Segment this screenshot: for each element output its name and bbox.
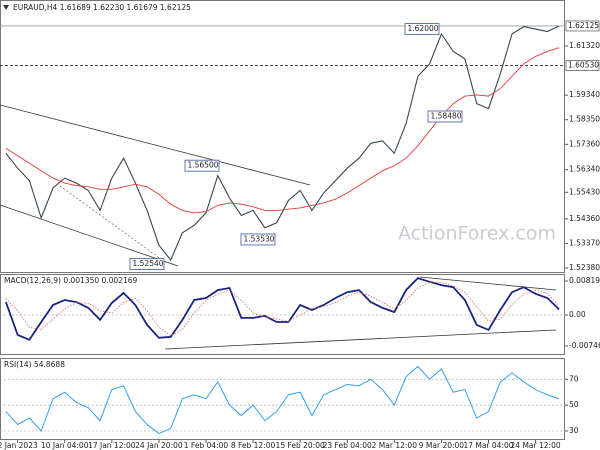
annotation-box — [427, 110, 463, 123]
x-tick-label: 10 Jan 04:00 — [41, 441, 89, 450]
annotation-label: 1.58480 — [431, 112, 462, 121]
x-tick-label: 2 Mar 12:00 — [372, 441, 418, 450]
y-tick-label: -0.007466 — [569, 341, 600, 350]
y-tick-label: 1.58350 — [569, 115, 600, 124]
annotation-box — [240, 233, 276, 246]
x-tick-label: 8 Feb 12:00 — [231, 441, 276, 450]
level-label: 1.60530 — [568, 61, 599, 70]
y-tick-label: 1.61320 — [569, 41, 600, 50]
x-tick-label: 17 Mar 04:00 — [463, 441, 513, 450]
level-box — [565, 60, 600, 71]
x-tick-label: 15 Feb 20:00 — [276, 441, 325, 450]
annotation-label: 1.53530 — [244, 234, 275, 243]
y-tick-label: 50 — [569, 400, 579, 409]
y-tick-label: 1.53370 — [569, 238, 600, 247]
series-line — [5, 365, 560, 435]
x-tick-label: 17 Jan 12:00 — [88, 441, 136, 450]
series-line — [5, 47, 560, 214]
macd-title: MACD(12,26,9) 0.001350 0.002169 — [4, 276, 138, 285]
macd-trend-lower — [164, 329, 557, 350]
series-line — [5, 25, 560, 262]
watermark: ActionForex.com — [398, 223, 556, 245]
y-tick-label: 30 — [569, 426, 579, 435]
menu-arrow — [3, 5, 9, 10]
rsi-title: RSI(14) 54.8688 — [4, 360, 65, 369]
macd-panel — [0, 274, 565, 355]
y-tick-label: 70 — [569, 374, 579, 383]
y-tick-label: 1.57360 — [569, 139, 600, 148]
channel-upper — [0, 104, 311, 186]
x-tick-label: 24 Jan 20:00 — [135, 441, 183, 450]
annotation-label: 1.62000 — [408, 24, 439, 33]
x-tick-label: 1 Feb 04:00 — [184, 441, 229, 450]
x-tick-label: 24 Mar 12:00 — [511, 441, 561, 450]
macd-trend-upper — [419, 276, 557, 291]
y-tick-label: 1.56340 — [569, 165, 600, 174]
y-tick-label: 0.00 — [569, 310, 586, 319]
y-tick-label: 1.55430 — [569, 187, 600, 196]
y-tick-label: 1.59340 — [569, 90, 600, 99]
x-tick-label: 23 Feb 04:00 — [323, 441, 372, 450]
annotation-box — [404, 23, 440, 35]
y-tick-label: 1.54360 — [569, 214, 600, 223]
level-label: 1.62125 — [568, 21, 599, 30]
annotation-box — [184, 159, 220, 172]
annotation-box — [129, 258, 165, 270]
price-panel — [0, 0, 565, 273]
annotation-label: 1.56500 — [188, 161, 219, 170]
channel-lower — [0, 204, 179, 267]
level-box — [565, 20, 600, 32]
x-tick-label: 2 Jan 2023 — [0, 441, 38, 450]
rsi-panel — [0, 358, 565, 440]
y-tick-label: 0.008191 — [569, 276, 600, 285]
annotation-label: 1.52540 — [133, 259, 164, 268]
y-tick-label: 1.52380 — [569, 263, 600, 272]
series-line — [5, 277, 560, 341]
trend-dashed — [59, 185, 166, 263]
series-line — [5, 281, 560, 337]
x-tick-label: 9 Mar 20:00 — [419, 441, 465, 450]
price-title: EURAUD,H4 1.61689 1.62230 1.61679 1.6212… — [13, 3, 191, 12]
